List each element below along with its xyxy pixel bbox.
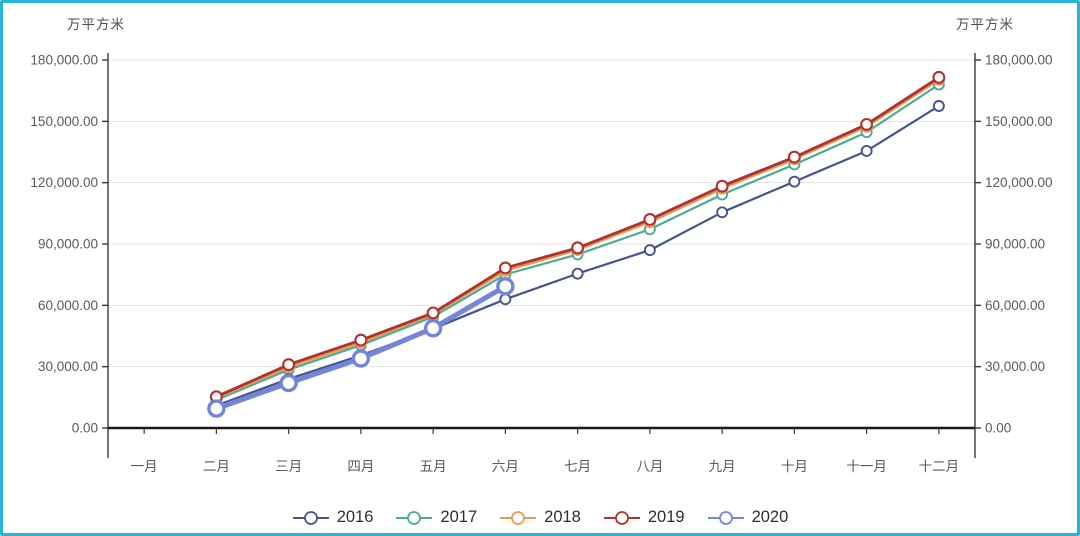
- y-tick-label-left: 90,000.00: [38, 237, 98, 252]
- series-marker-2019: [860, 117, 874, 131]
- legend-item-2020[interactable]: 2020: [707, 508, 789, 527]
- legend: 2016 2017 2018 2019 2020: [3, 508, 1077, 527]
- legend-item-2017[interactable]: 2017: [395, 508, 477, 527]
- series-marker-2019: [354, 333, 368, 347]
- month-label: 二月: [203, 459, 230, 474]
- chart-canvas: 0.00 0.00 30,000.00 30,000.00 60,000.00 60,00…: [30, 53, 1053, 475]
- legend-marker-2020: [707, 510, 744, 525]
- y-tick-label-left: 30,000.00: [38, 359, 98, 374]
- series-marker-2019: [571, 241, 585, 255]
- legend-item-2019[interactable]: 2019: [603, 508, 685, 527]
- month-label: 三月: [275, 459, 302, 474]
- y-tick-label-right: 60,000.00: [985, 298, 1045, 313]
- series-line-2018: [215, 78, 941, 400]
- series-marker-2019: [787, 150, 801, 164]
- legend-item-2016[interactable]: 2016: [292, 508, 374, 527]
- series-marker-2019: [715, 179, 729, 193]
- series-marker-2020: [351, 349, 371, 368]
- series-line-2019: [215, 76, 941, 399]
- month-label: 八月: [636, 459, 663, 474]
- legend-marker-2017: [396, 510, 433, 525]
- legend-label: 2016: [336, 508, 374, 526]
- series-marker-2016: [860, 145, 873, 157]
- y-tick-label-right: 0.00: [985, 421, 1011, 436]
- month-label: 十月: [781, 459, 808, 474]
- series-marker-2016: [643, 244, 656, 257]
- legend-marker-2019: [603, 510, 640, 525]
- series-marker-2019: [426, 306, 440, 320]
- series-marker-2016: [716, 206, 729, 219]
- month-label: 十二月: [919, 459, 960, 474]
- y-tick-label-left: 60,000.00: [38, 298, 98, 313]
- left-axis-title: 万平方米: [67, 17, 125, 32]
- y-tick-label-right: 30,000.00: [985, 359, 1045, 374]
- legend-label: 2020: [751, 508, 789, 526]
- legend-label: 2019: [647, 508, 685, 526]
- legend-marker-2016: [292, 510, 329, 525]
- y-tick-label-left: 150,000.00: [30, 114, 98, 129]
- series-marker-2016: [571, 267, 584, 280]
- series-marker-2020: [279, 373, 298, 393]
- y-tick-label-left: 120,000.00: [30, 175, 98, 190]
- month-label: 十一月: [846, 459, 887, 474]
- y-tick-label-right: 180,000.00: [985, 53, 1053, 68]
- series-marker-2016: [788, 175, 801, 188]
- series-marker-2019: [282, 358, 296, 372]
- month-label: 七月: [564, 459, 591, 474]
- month-label: 五月: [420, 459, 447, 474]
- series-marker-2020: [207, 399, 226, 418]
- legend-label: 2017: [440, 508, 478, 526]
- right-axis-title: 万平方米: [956, 17, 1014, 32]
- legend-item-2018[interactable]: 2018: [499, 508, 581, 527]
- series-marker-2016: [932, 100, 945, 112]
- legend-label: 2018: [544, 508, 581, 526]
- series-marker-2019: [643, 213, 657, 226]
- month-label: 一月: [131, 459, 158, 474]
- series-marker-2016: [499, 293, 512, 306]
- y-tick-label-left: 180,000.00: [30, 53, 98, 68]
- month-label: 六月: [492, 459, 519, 474]
- y-tick-label-right: 150,000.00: [985, 114, 1053, 129]
- y-tick-label-left: 0.00: [72, 421, 98, 436]
- y-tick-label-right: 90,000.00: [985, 237, 1045, 252]
- legend-marker-2018: [500, 510, 537, 525]
- series-marker-2019: [932, 70, 946, 84]
- y-tick-label-right: 120,000.00: [985, 175, 1053, 190]
- month-label: 九月: [709, 459, 736, 474]
- series-marker-2019: [498, 261, 512, 275]
- month-label: 四月: [347, 459, 374, 474]
- series-marker-2020: [496, 277, 515, 296]
- series-marker-2020: [423, 319, 443, 338]
